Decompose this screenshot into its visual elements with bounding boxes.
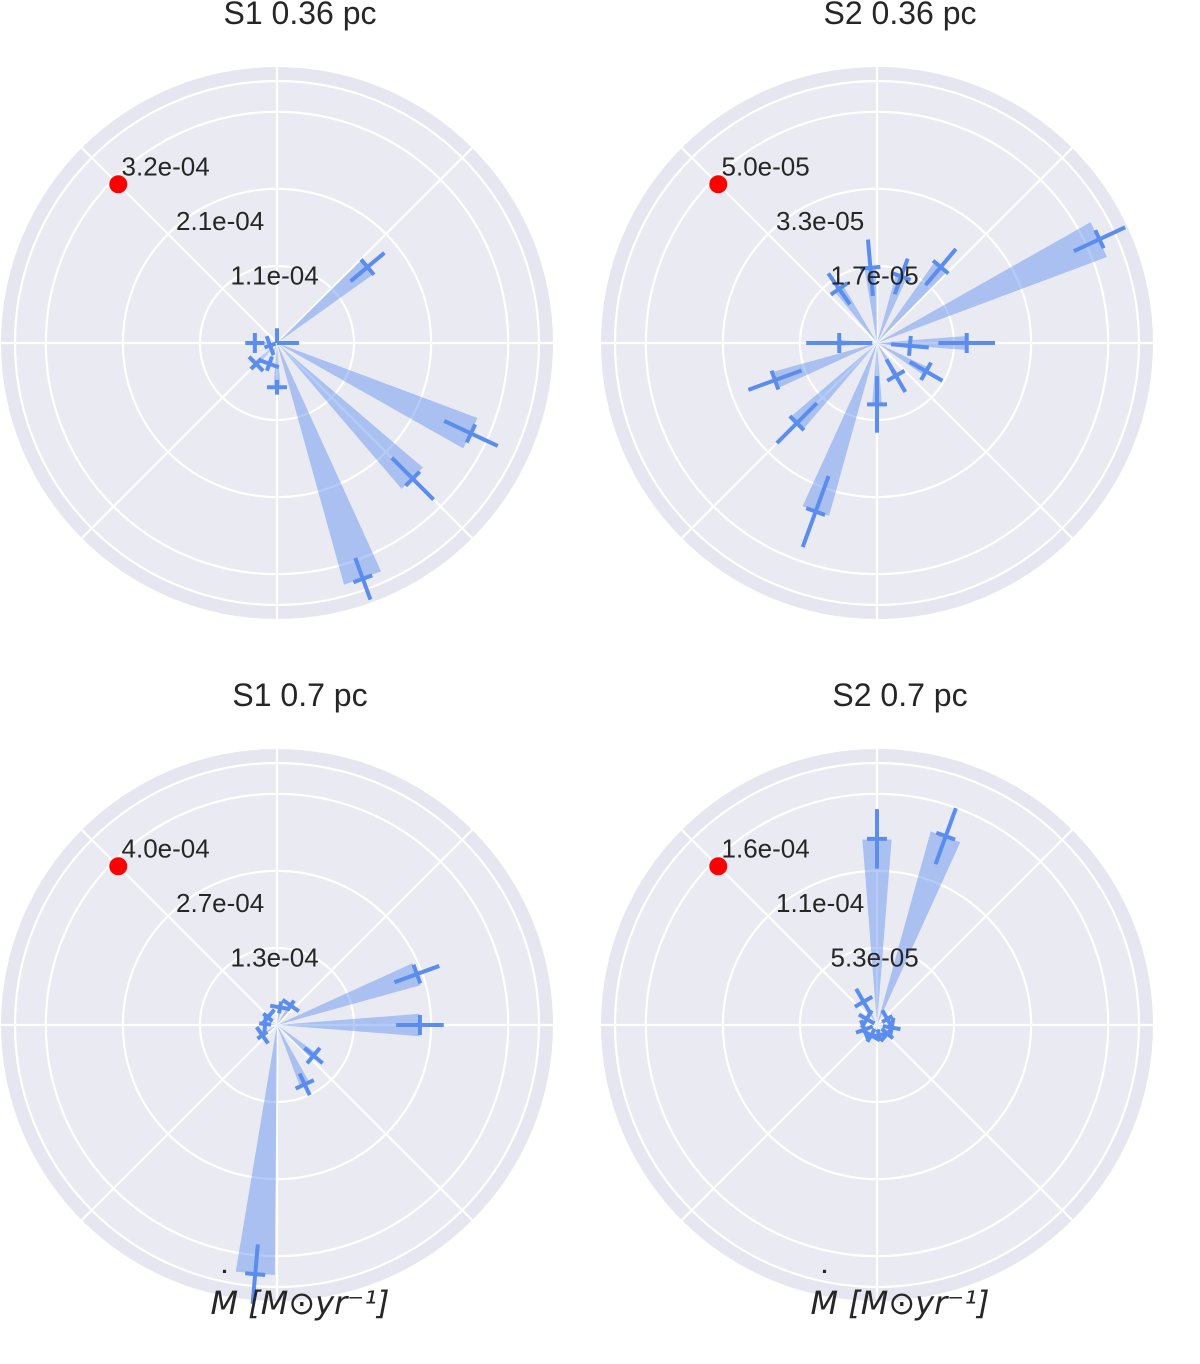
radial-tick-label: 5.0e-05 (722, 152, 810, 182)
radial-tick-label: 1.1e-04 (776, 888, 864, 918)
polar-plot: 1.7e-05 3.3e-05 5.0e-05 (601, 67, 1153, 619)
chart-title: S1 0.7 pc (232, 677, 368, 713)
bar-cap (352, 573, 373, 585)
bar-cap (891, 271, 912, 282)
wedge-bar (277, 343, 478, 449)
wedge-bar (277, 1013, 420, 1037)
radial-tick-label: 5.3e-05 (831, 943, 919, 973)
wedge-bar (277, 260, 374, 343)
grid-spoke (876, 1024, 1073, 1221)
bar-cap (860, 264, 881, 271)
chart-title: S2 0.36 pc (823, 0, 977, 31)
red-marker (709, 175, 728, 194)
grid-spoke (81, 1024, 278, 1221)
bar-cap (1093, 229, 1106, 250)
polar-plot: 5.3e-05 1.1e-04 1.6e-04 (601, 749, 1153, 1301)
wedge-bar (872, 343, 882, 405)
red-marker (109, 857, 128, 876)
radial-tick-label: 2.7e-04 (176, 888, 264, 918)
bar-cap (247, 355, 265, 373)
bar-cap (853, 995, 874, 1009)
bar-cap (259, 358, 280, 370)
bar-cap (269, 1003, 291, 1012)
bar-cap (305, 1046, 322, 1065)
x-axis-label: M [M⊙yr⁻¹] (600, 1264, 1200, 1322)
wedge-bar (277, 1025, 310, 1087)
polar-chart-s1-07: S1 0.7 pc 1.3e-04 2.7e-04 4.0e-04 M [M⊙yr⁻… (0, 677, 600, 1364)
bar-cap (935, 830, 956, 842)
grid-spoke (276, 829, 473, 1026)
bar-cap (919, 361, 933, 381)
wedge-bar (235, 1025, 277, 1276)
wedge-bar (862, 839, 892, 1025)
bar-cap (254, 1025, 270, 1045)
bar-cap (931, 259, 950, 276)
x-axis-label: M [M⊙yr⁻¹] (0, 1264, 600, 1322)
bar-cap (788, 414, 806, 432)
chart-title: S1 0.36 pc (223, 0, 377, 31)
wedge-bar (772, 343, 877, 389)
bar-cap (404, 470, 422, 488)
polar-plot: 1.1e-04 2.1e-04 3.2e-04 (1, 67, 553, 619)
bar-cap (829, 281, 849, 297)
x-axis-label-text: M [M⊙yr⁻¹] (811, 1264, 990, 1322)
x-axis-label-text: M [M⊙yr⁻¹] (211, 1264, 390, 1322)
chart-title: S2 0.7 pc (832, 677, 968, 713)
bar-cap (805, 506, 826, 517)
radial-tick-label: 4.0e-04 (122, 834, 210, 864)
bar-cap (359, 258, 376, 277)
polar-chart-s2-036: S2 0.36 pc 1.7e-05 3.3e-05 5.0e-05 (600, 0, 1200, 682)
radial-tick-label: 1.7e-05 (831, 261, 919, 291)
radial-tick-label: 3.3e-05 (776, 206, 864, 236)
wedge-bar (877, 831, 961, 1025)
grid-spoke (276, 147, 473, 344)
grid-spoke (81, 342, 278, 539)
radial-tick-label: 1.6e-04 (722, 834, 810, 864)
grid-spoke (876, 147, 1073, 344)
bar-cap (294, 1078, 315, 1091)
polar-plot: 1.3e-04 2.7e-04 4.0e-04 (1, 749, 553, 1304)
bar-cap (264, 335, 276, 356)
wedge-bar (877, 335, 967, 351)
wedge-bar (277, 343, 382, 585)
radial-tick-label: 1.3e-04 (231, 943, 319, 973)
bar-cap (880, 1009, 895, 1029)
grid-spoke (681, 1024, 878, 1221)
radial-tick-label: 1.1e-04 (231, 261, 319, 291)
bar-cap (281, 998, 301, 1013)
grid-spoke (876, 829, 1073, 1026)
polar-chart-s2-07: S2 0.7 pc 5.3e-05 1.1e-04 1.6e-04 M [M⊙yr⁻… (600, 677, 1200, 1364)
bar-cap (411, 964, 423, 985)
wedge-bar (277, 963, 421, 1025)
polar-chart-s1-036: S1 0.36 pc 1.1e-04 2.1e-04 3.2e-04 (0, 0, 600, 682)
wedge-bar (877, 222, 1107, 343)
wedge-bar (273, 343, 281, 388)
bar-cap (262, 1013, 269, 1035)
red-marker (109, 175, 128, 194)
bar-cap (769, 370, 781, 391)
radial-tick-label: 3.2e-04 (122, 152, 210, 182)
bar-cap (907, 335, 913, 357)
bar-cap (245, 1271, 266, 1278)
bar-cap (464, 423, 478, 444)
radial-tick-label: 2.1e-04 (176, 206, 264, 236)
grid-spoke (876, 342, 1073, 539)
bar-cap (886, 368, 906, 383)
wedge-bar (802, 343, 877, 516)
wedge-bar (277, 343, 423, 489)
red-marker (709, 857, 728, 876)
wedge-bar (877, 274, 907, 343)
grid-spoke (276, 342, 473, 539)
